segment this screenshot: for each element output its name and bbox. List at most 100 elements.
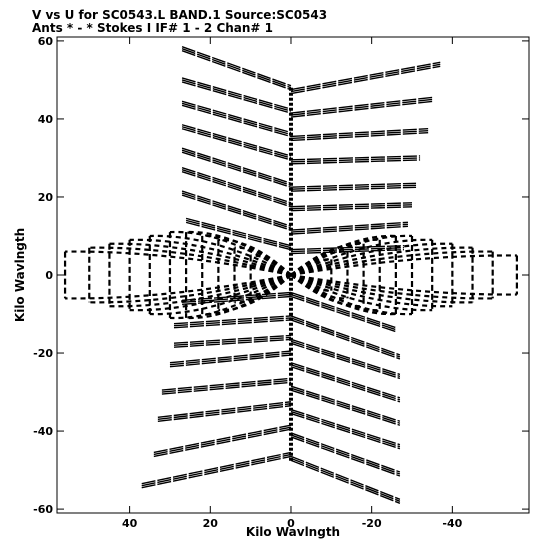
uv-track-north-left [181, 192, 292, 229]
uv-track-south-left [141, 453, 292, 487]
uv-track-north-right [290, 223, 409, 233]
x-tick-label: 0 [287, 517, 295, 530]
uv-track-south-right [290, 364, 401, 401]
uv-track-south-right [290, 362, 401, 399]
uv-track-south-right [290, 293, 397, 331]
uv-track-south-right [290, 410, 401, 448]
x-tick-label: -20 [362, 517, 382, 530]
uv-tracks [63, 46, 518, 504]
uv-track-south-left [173, 319, 292, 329]
uv-track-south-right [290, 338, 401, 376]
uv-track-south-right [290, 385, 401, 422]
y-tick-label: -60 [33, 503, 53, 516]
uv-track-north-right [290, 157, 421, 163]
uv-track-south-left [161, 377, 292, 391]
uv-track-north-left [181, 102, 292, 136]
uv-track-south-left [153, 424, 292, 454]
uv-track-north-left [181, 77, 292, 110]
uv-track-north-right [290, 221, 409, 231]
uv-fan-left [234, 246, 292, 304]
uv-fan-right [290, 250, 493, 300]
uv-track-north-left [181, 147, 292, 184]
uv-track-south-right [290, 389, 401, 426]
uv-track-north-right [290, 202, 413, 208]
uv-track-south-left [173, 317, 292, 327]
uv-track-north-left [181, 168, 292, 206]
uv-track-north-right [290, 182, 417, 188]
uv-track-north-left [181, 170, 292, 208]
uv-track-south-right [290, 340, 401, 378]
uv-track-north-right [290, 159, 421, 165]
uv-fan-right [290, 246, 473, 304]
uv-track-south-right [290, 342, 401, 380]
y-tick-label: 0 [45, 269, 53, 282]
uv-track-north-left [181, 79, 292, 112]
uv-track-north-right [290, 96, 433, 114]
uv-track-north-right [290, 244, 404, 251]
uv-track-north-right [290, 155, 421, 161]
uv-track-south-left [153, 428, 292, 458]
uv-track-south-right [290, 432, 401, 473]
uv-track-north-right [290, 100, 433, 118]
uv-track-north-left [181, 50, 292, 91]
uv-track-north-right [290, 184, 417, 190]
x-tick-label: -40 [442, 517, 462, 530]
uv-track-north-right [290, 61, 441, 91]
uv-fan-right [290, 234, 396, 316]
uv-track-north-left [181, 149, 292, 186]
uv-track-north-left [181, 81, 292, 114]
uv-track-south-right [290, 436, 401, 477]
uv-track-south-right [290, 387, 401, 424]
y-tick-label: 20 [38, 191, 54, 204]
uv-fan-right [290, 238, 433, 312]
uv-track-north-left [181, 104, 292, 138]
uv-track-north-left [181, 100, 292, 134]
uv-track-south-right [290, 459, 401, 504]
uv-track-north-left [181, 126, 292, 159]
uv-track-south-right [290, 434, 401, 475]
uv-track-north-left [181, 194, 292, 231]
uv-track-south-left [157, 403, 292, 421]
uv-track-south-right [290, 457, 401, 502]
uv-track-north-right [290, 186, 417, 192]
uv-track-north-left [181, 151, 292, 188]
uv-fan-left [169, 230, 292, 320]
uv-track-north-left [181, 46, 292, 87]
chart-title: V vs U for SC0543.L BAND.1 Source:SC0543 [32, 8, 327, 22]
uv-track-north-left [185, 221, 292, 251]
uv-track-north-right [290, 206, 413, 212]
uv-track-south-left [161, 379, 292, 393]
uv-track-south-left [169, 354, 292, 368]
uv-fan-right [290, 254, 517, 296]
uv-track-south-right [290, 319, 401, 360]
uv-track-north-right [290, 204, 413, 210]
uv-track-south-left [173, 338, 292, 348]
uv-track-south-right [290, 317, 401, 358]
uv-fan-left [65, 250, 292, 300]
axis-ticks [57, 37, 529, 513]
uv-track-south-left [157, 405, 292, 423]
uv-track-south-left [182, 295, 292, 306]
uv-track-north-left [181, 190, 292, 227]
uv-fan-left [129, 238, 292, 312]
uv-track-north-right [290, 127, 429, 138]
chart-subtitle: Ants * - * Stokes I IF# 1 - 2 Chan# 1 [32, 21, 273, 35]
x-tick-label: 20 [203, 517, 219, 530]
uv-track-south-left [157, 401, 292, 419]
uv-track-south-left [173, 315, 292, 325]
uv-track-south-left [169, 350, 292, 364]
uv-track-north-right [290, 131, 429, 142]
uv-track-north-left [181, 166, 292, 204]
uv-track-north-left [181, 48, 292, 89]
y-tick-label: -40 [33, 425, 53, 438]
uv-fan-right [290, 250, 348, 300]
uv-fan-left [89, 246, 292, 304]
uv-track-north-left [185, 219, 292, 249]
uv-track-south-right [290, 295, 397, 333]
uv-track-north-left [181, 128, 292, 161]
uv-track-north-right [290, 65, 441, 95]
uv-track-south-left [169, 352, 292, 366]
uv-track-north-right [290, 246, 404, 253]
uv-track-north-right [290, 63, 441, 93]
uv-track-north-left [185, 217, 292, 247]
